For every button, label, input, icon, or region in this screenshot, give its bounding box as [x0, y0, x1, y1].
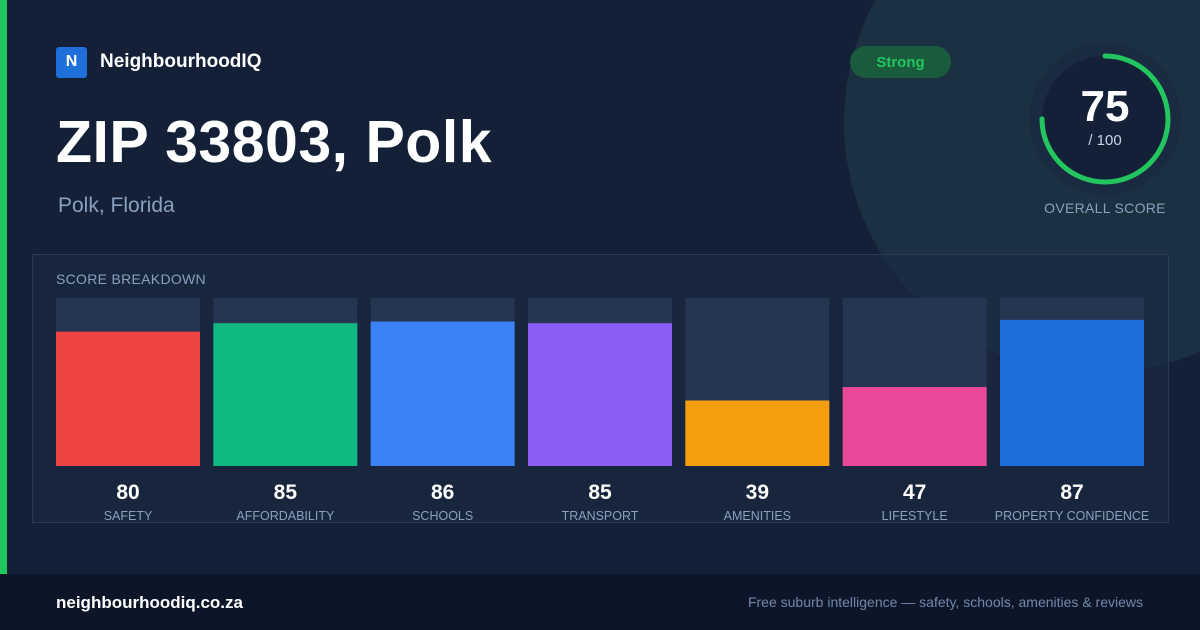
- bar-value-amenities: 39: [746, 481, 769, 504]
- bar-value-safety: 80: [116, 481, 139, 504]
- bar-value-affordability: 85: [274, 481, 298, 504]
- score-breakdown-title: SCORE BREAKDOWN: [56, 271, 206, 287]
- accent-bar: [0, 0, 7, 574]
- overall-score-max: / 100: [1088, 132, 1122, 149]
- overall-score-label: OVERALL SCORE: [1044, 200, 1166, 216]
- bar-label-amenities: AMENITIES: [724, 509, 791, 523]
- footer-tagline: Free suburb intelligence — safety, schoo…: [747, 594, 1143, 610]
- bar-transport: [528, 323, 672, 466]
- brand-logo-icon: N: [56, 46, 87, 78]
- bar-label-safety: SAFETY: [104, 509, 153, 523]
- bar-value-schools: 86: [431, 481, 454, 504]
- bar-label-affordability: AFFORDABILITY: [236, 509, 335, 523]
- overall-score-value: 75: [1080, 82, 1130, 131]
- gauge-ring: [1029, 43, 1181, 195]
- gauge-face: [1042, 56, 1168, 182]
- bar-safety: [56, 331, 200, 466]
- location-subtitle: Polk, Florida: [58, 194, 175, 217]
- bar-lifestyle: [842, 387, 987, 466]
- gauge-arc: [1039, 53, 1171, 185]
- bar-value-property-confidence: 87: [1060, 481, 1083, 504]
- bar-label-schools: SCHOOLS: [412, 509, 473, 523]
- brand[interactable]: N NeighbourhoodIQ: [56, 46, 261, 78]
- bar-label-transport: TRANSPORT: [562, 509, 639, 523]
- status-badge: Strong: [850, 46, 951, 78]
- footer-url-link[interactable]: neighbourhoodiq.co.za: [56, 593, 243, 612]
- overall-score-gauge: 75 / 100: [1028, 42, 1182, 196]
- footer: [0, 574, 1200, 630]
- bar-value-transport: 85: [588, 481, 612, 504]
- bar-label-property-confidence: PROPERTY CONFIDENCE: [995, 509, 1149, 523]
- bar-amenities: [685, 400, 830, 466]
- page-title: ZIP 33803, Polk: [56, 109, 493, 175]
- bar-label-lifestyle: LIFESTYLE: [882, 509, 948, 523]
- bar-value-lifestyle: 47: [903, 481, 926, 504]
- bar-property-confidence: [1000, 319, 1144, 466]
- bar-affordability: [213, 323, 358, 466]
- bar-schools: [370, 321, 515, 466]
- brand-name: NeighbourhoodIQ: [100, 51, 262, 72]
